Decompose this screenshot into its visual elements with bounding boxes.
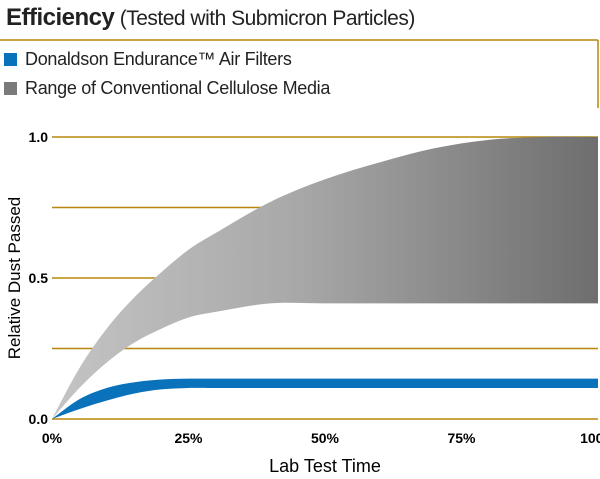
legend-item-donaldson: Donaldson Endurance™ Air Filters	[4, 49, 292, 70]
y-tick-label: 0.5	[29, 270, 49, 286]
x-tick-label: 100%	[580, 430, 600, 446]
y-axis-label: Relative Dust Passed	[5, 197, 24, 360]
x-tick-label: 25%	[174, 430, 203, 446]
legend-item-cellulose: Range of Conventional Cellulose Media	[4, 78, 330, 99]
x-tick-label: 0%	[42, 430, 63, 446]
cellulose-range-band	[52, 136, 598, 419]
legend-swatch-blue	[4, 53, 17, 66]
chart-title: Efficiency (Tested with Submicron Partic…	[6, 4, 415, 32]
y-tick-label: 0.0	[29, 411, 49, 427]
legend-swatch-gray	[4, 82, 17, 95]
title-main: Efficiency	[6, 4, 115, 31]
x-tick-label: 75%	[447, 430, 476, 446]
y-tick-label: 1.0	[29, 129, 49, 145]
x-axis-label: Lab Test Time	[269, 456, 381, 476]
legend-label: Range of Conventional Cellulose Media	[25, 78, 331, 98]
title-subtitle: (Tested with Submicron Particles)	[119, 7, 416, 30]
legend-label: Donaldson Endurance™ Air Filters	[25, 49, 292, 69]
donaldson-band	[52, 378, 598, 419]
x-tick-label: 50%	[311, 430, 340, 446]
